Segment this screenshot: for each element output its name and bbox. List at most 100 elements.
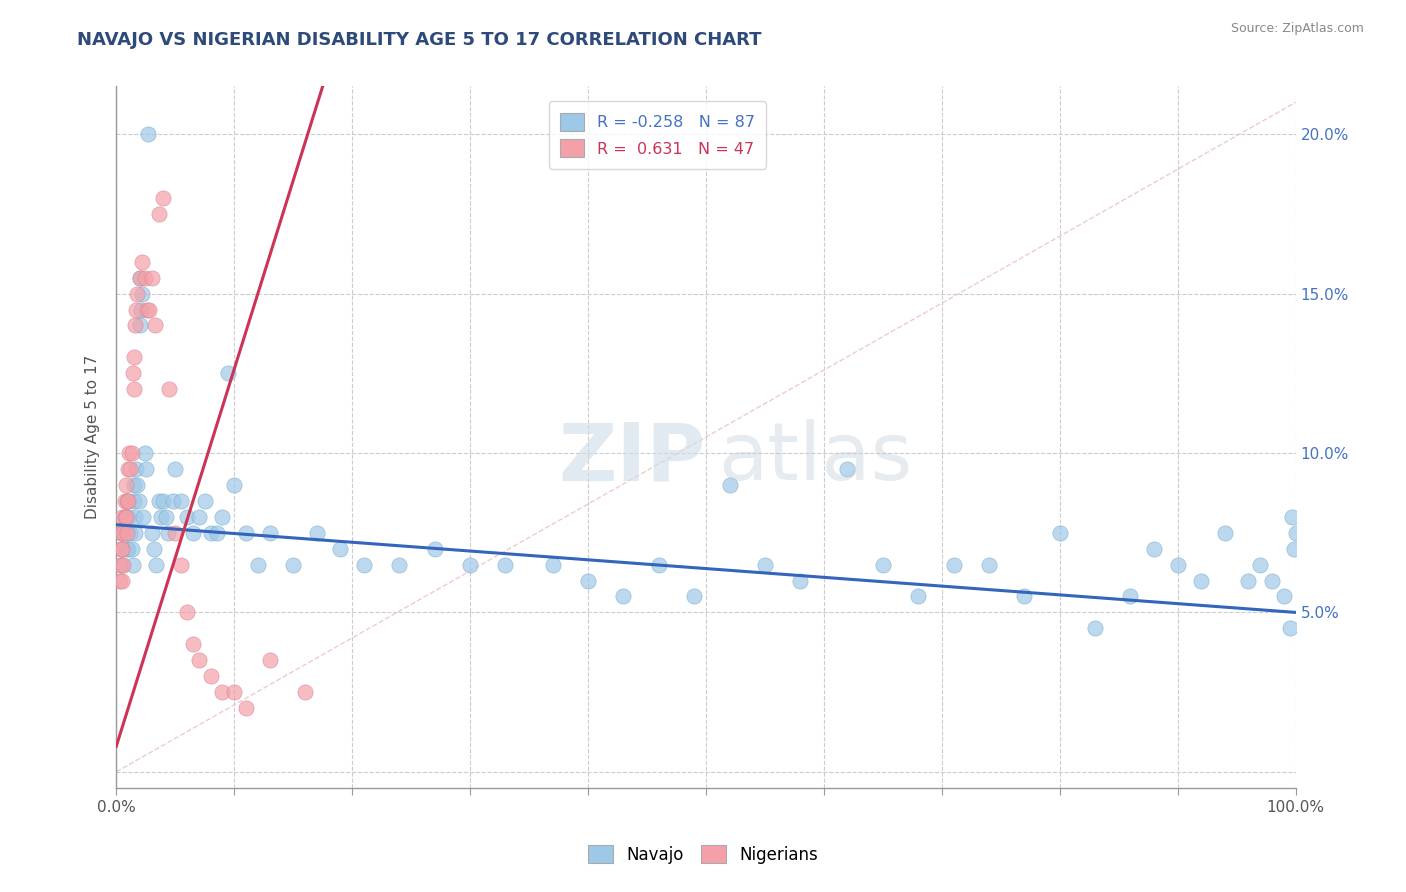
Point [155, 509, 177, 524]
Point [117, 541, 139, 556]
Point [872, 558, 894, 572]
Point [165, 525, 187, 540]
Point [211, 509, 233, 524]
Point [114, 509, 136, 524]
Point [176, 509, 198, 524]
Point [157, 382, 180, 396]
Point [117, 462, 139, 476]
Point [1237, 574, 1260, 588]
Point [170, 493, 193, 508]
Point [1261, 574, 1284, 588]
Point [150, 509, 173, 524]
Point [111, 525, 134, 540]
Point [112, 558, 135, 572]
Point [114, 509, 136, 524]
Point [108, 574, 131, 588]
Point [176, 606, 198, 620]
Point [1281, 509, 1303, 524]
Point [1272, 590, 1295, 604]
Point [131, 286, 153, 301]
Point [115, 541, 138, 556]
Point [157, 525, 180, 540]
Point [1167, 558, 1189, 572]
Point [541, 558, 564, 572]
Point [111, 558, 134, 572]
Y-axis label: Disability Age 5 to 17: Disability Age 5 to 17 [86, 355, 100, 519]
Point [187, 653, 209, 667]
Point [128, 318, 150, 333]
Point [121, 541, 143, 556]
Point [121, 366, 143, 380]
Point [152, 191, 174, 205]
Point [117, 493, 139, 508]
Point [205, 525, 228, 540]
Point [194, 493, 217, 508]
Point [1284, 541, 1306, 556]
Point [111, 509, 134, 524]
Point [108, 558, 131, 572]
Point [329, 541, 352, 556]
Point [612, 590, 634, 604]
Point [120, 462, 142, 476]
Point [111, 541, 134, 556]
Point [128, 493, 150, 508]
Point [141, 270, 163, 285]
Point [136, 302, 159, 317]
Point [136, 127, 159, 141]
Text: ZIP: ZIP [558, 419, 706, 497]
Point [141, 525, 163, 540]
Point [165, 462, 187, 476]
Point [683, 590, 706, 604]
Point [837, 462, 859, 476]
Point [148, 493, 170, 508]
Point [143, 541, 166, 556]
Point [1278, 621, 1301, 635]
Point [1119, 590, 1142, 604]
Point [246, 558, 269, 572]
Point [128, 270, 150, 285]
Point [181, 525, 204, 540]
Point [114, 493, 136, 508]
Point [143, 318, 166, 333]
Point [789, 574, 811, 588]
Text: NAVAJO VS NIGERIAN DISABILITY AGE 5 TO 17 CORRELATION CHART: NAVAJO VS NIGERIAN DISABILITY AGE 5 TO 1… [77, 31, 762, 49]
Point [117, 493, 139, 508]
Point [200, 669, 222, 683]
Point [388, 558, 411, 572]
Point [115, 493, 138, 508]
Point [718, 478, 741, 492]
Point [124, 509, 146, 524]
Point [145, 558, 167, 572]
Point [648, 558, 671, 572]
Point [1213, 525, 1236, 540]
Point [305, 525, 328, 540]
Point [122, 351, 145, 365]
Point [120, 525, 142, 540]
Point [1049, 525, 1071, 540]
Point [110, 541, 132, 556]
Point [1143, 541, 1166, 556]
Point [423, 541, 446, 556]
Point [217, 366, 239, 380]
Point [1189, 574, 1212, 588]
Point [135, 462, 157, 476]
Point [111, 541, 134, 556]
Point [1284, 525, 1306, 540]
Point [134, 270, 156, 285]
Point [235, 701, 257, 715]
Point [235, 525, 257, 540]
Point [110, 525, 132, 540]
Point [122, 493, 145, 508]
Point [112, 525, 135, 540]
Point [127, 478, 149, 492]
Legend: Navajo, Nigerians: Navajo, Nigerians [582, 838, 824, 871]
Point [122, 478, 145, 492]
Point [907, 590, 929, 604]
Point [1014, 590, 1036, 604]
Point [187, 509, 209, 524]
Point [152, 493, 174, 508]
Point [125, 302, 148, 317]
Text: Source: ZipAtlas.com: Source: ZipAtlas.com [1230, 22, 1364, 36]
Point [121, 446, 143, 460]
Point [134, 446, 156, 460]
